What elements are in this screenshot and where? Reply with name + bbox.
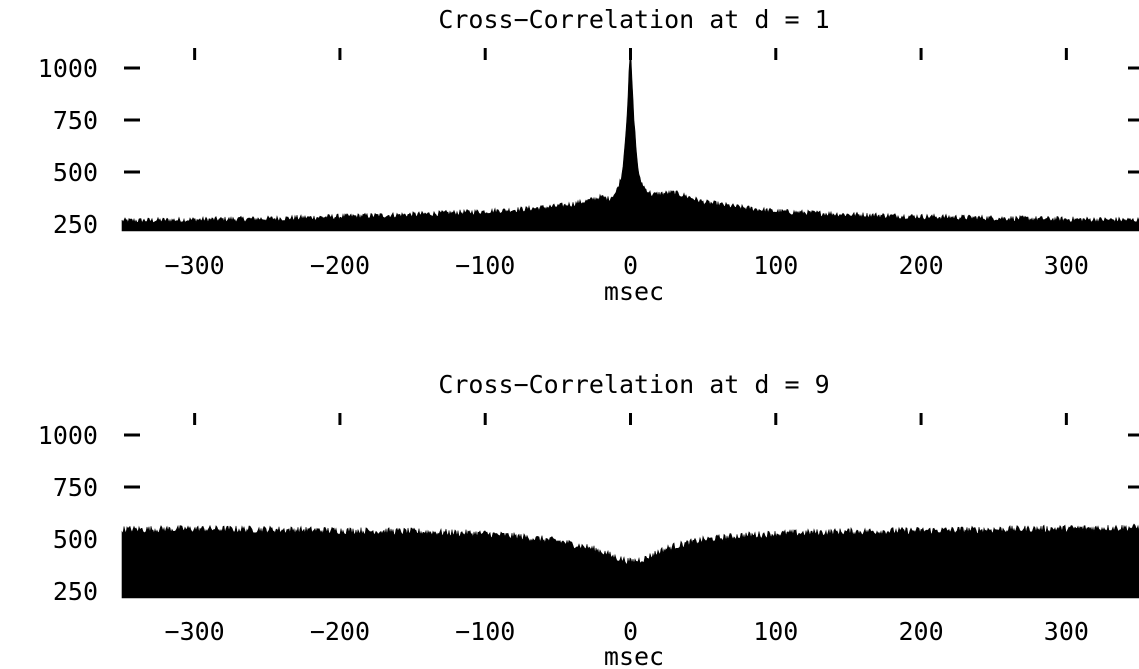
x-tick-label: −200	[310, 251, 370, 280]
series-area	[121, 523, 1139, 599]
x-tick-label: −100	[455, 617, 515, 646]
x-tick-label: 100	[753, 251, 798, 280]
x-tick-label: 0	[623, 251, 638, 280]
y-tick-label: 750	[53, 473, 98, 502]
x-tick-label: 200	[898, 617, 943, 646]
x-tick-label: 300	[1044, 251, 1089, 280]
x-tick-label: −300	[165, 617, 225, 646]
chart-bottom: Cross−Correlation at d = 9 msec −300 −200…	[38, 370, 1139, 669]
y-tick-label: 1000	[38, 54, 98, 83]
x-tick-label: −200	[310, 617, 370, 646]
x-tick-label: 0	[623, 617, 638, 646]
x-tick-label: −100	[455, 251, 515, 280]
chart-bottom-title: Cross−Correlation at d = 9	[438, 370, 829, 399]
chart-bottom-xlabel: msec	[604, 642, 664, 669]
series-area	[121, 56, 1139, 232]
y-tick-label: 1000	[38, 421, 98, 450]
chart-top-title: Cross−Correlation at d = 1	[438, 5, 829, 34]
y-tick-label: 250	[53, 210, 98, 239]
x-tick-label: 200	[898, 251, 943, 280]
x-tick-label: −300	[165, 251, 225, 280]
y-tick-label: 750	[53, 106, 98, 135]
x-tick-label: 300	[1044, 617, 1089, 646]
y-tick-label: 250	[53, 577, 98, 606]
y-tick-label: 500	[53, 525, 98, 554]
chart-top-xlabel: msec	[604, 277, 664, 306]
y-tick-label: 500	[53, 158, 98, 187]
x-tick-label: 100	[753, 617, 798, 646]
chart-top: Cross−Correlation at d = 1 msec −300 −200…	[38, 5, 1139, 306]
